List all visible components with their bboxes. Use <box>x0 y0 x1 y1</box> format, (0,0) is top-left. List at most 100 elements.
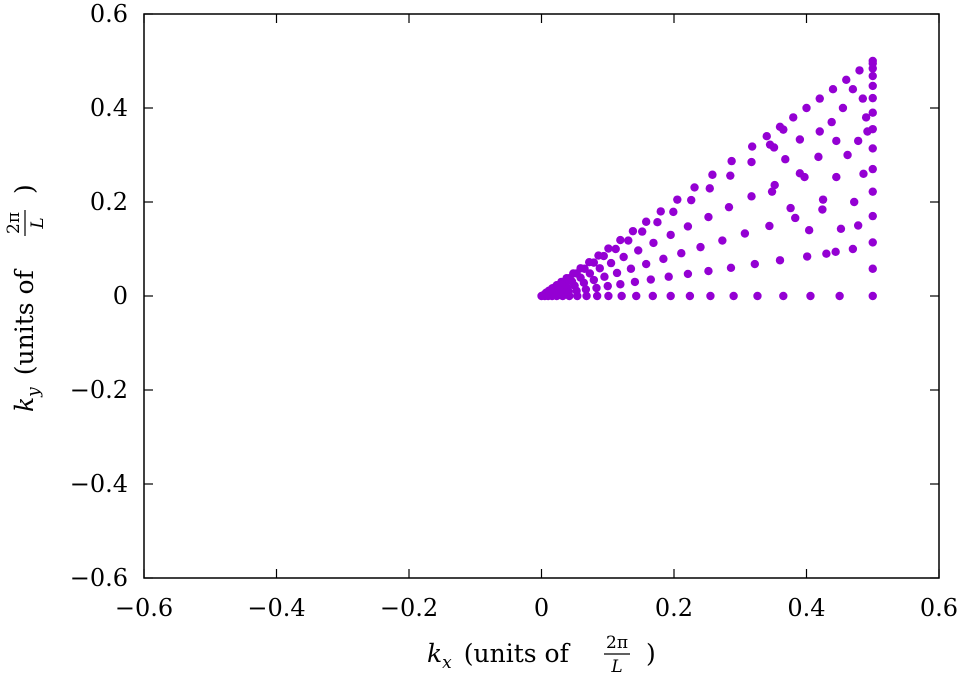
data-point <box>589 275 599 285</box>
svg-text:L: L <box>610 657 622 676</box>
data-point <box>818 195 828 204</box>
data-point <box>747 157 756 167</box>
data-point <box>666 230 675 240</box>
data-point <box>832 172 841 182</box>
y-tick-label: 0.6 <box>90 0 128 28</box>
data-point <box>718 236 727 245</box>
data-point <box>673 195 682 204</box>
data-point <box>634 246 643 255</box>
data-point <box>641 259 651 269</box>
svg-text:L: L <box>28 217 48 229</box>
x-tick-label: 0.4 <box>787 594 825 622</box>
data-point <box>770 180 779 190</box>
data-point <box>753 291 762 301</box>
data-point <box>868 264 877 273</box>
data-point <box>649 238 658 248</box>
data-point <box>781 155 790 164</box>
data-point <box>868 187 877 196</box>
data-point <box>704 212 713 222</box>
data-point <box>595 264 604 273</box>
data-point <box>726 171 735 180</box>
x-tick-label: 0.2 <box>655 594 693 622</box>
data-point <box>842 75 851 85</box>
data-point <box>861 113 871 122</box>
data-point <box>669 207 678 217</box>
data-point <box>624 236 633 245</box>
data-point <box>791 213 800 223</box>
data-point <box>789 113 798 122</box>
data-point <box>630 277 640 287</box>
data-point <box>666 291 675 301</box>
data-point <box>779 125 788 134</box>
data-point <box>779 291 788 301</box>
data-point <box>653 218 662 227</box>
data-point <box>612 268 622 278</box>
svg-text:ky(units of: ky(units of <box>10 268 44 412</box>
data-point <box>617 291 626 301</box>
data-point <box>800 172 809 182</box>
data-point <box>585 257 594 267</box>
x-tick-label: 0.6 <box>920 594 958 622</box>
data-point <box>708 170 717 179</box>
data-point <box>795 135 805 144</box>
data-point <box>750 259 760 269</box>
data-points <box>537 56 877 301</box>
data-point <box>853 136 863 146</box>
data-point <box>838 103 848 113</box>
data-point <box>648 291 657 301</box>
data-point <box>767 187 777 196</box>
data-point <box>853 221 863 230</box>
data-point <box>705 184 714 193</box>
data-point <box>592 283 601 293</box>
data-point <box>868 211 877 221</box>
x-axis-label: kx (units of 2π L ) <box>427 633 656 676</box>
data-point <box>868 108 877 117</box>
data-point <box>690 183 699 192</box>
data-point <box>600 272 609 281</box>
y-tick-label: −0.4 <box>70 470 128 498</box>
data-point <box>831 247 840 257</box>
data-point <box>683 269 693 279</box>
data-point <box>868 238 877 247</box>
data-point <box>604 291 613 301</box>
data-point <box>843 150 852 160</box>
x-tick-label: −0.4 <box>247 594 305 622</box>
axis-ticks: −0.6 −0.4 −0.2 0 0.2 0.4 0.6 −0.6 −0.4 −0.2 0 0.2 0.… <box>70 0 958 622</box>
data-point <box>677 249 686 258</box>
data-point <box>814 152 823 162</box>
data-point <box>747 142 757 151</box>
data-point <box>603 281 612 291</box>
data-point <box>868 164 877 174</box>
data-point <box>815 127 824 136</box>
data-point <box>683 222 693 231</box>
data-point <box>606 258 616 268</box>
data-point <box>806 291 815 301</box>
data-point <box>802 103 811 113</box>
data-point <box>802 252 812 261</box>
data-point <box>868 93 877 103</box>
data-point <box>765 140 775 149</box>
data-point <box>832 136 841 146</box>
data-point <box>638 227 647 236</box>
x-tick-label: −0.6 <box>115 594 173 622</box>
data-point <box>696 242 705 252</box>
data-point <box>664 272 673 281</box>
data-point <box>850 197 859 207</box>
svg-text:2π: 2π <box>4 212 24 234</box>
data-point <box>726 263 736 272</box>
data-point <box>569 269 578 278</box>
data-point <box>582 291 591 301</box>
data-point <box>765 221 774 231</box>
data-point <box>594 251 603 260</box>
data-point <box>729 291 738 301</box>
data-point <box>747 192 756 201</box>
data-point <box>775 256 785 265</box>
data-point <box>704 266 713 276</box>
data-point <box>592 291 602 301</box>
data-point <box>581 285 591 294</box>
data-point <box>827 117 836 127</box>
data-point <box>868 56 877 66</box>
data-point <box>616 235 625 245</box>
data-point <box>835 291 844 301</box>
data-point <box>836 224 846 233</box>
